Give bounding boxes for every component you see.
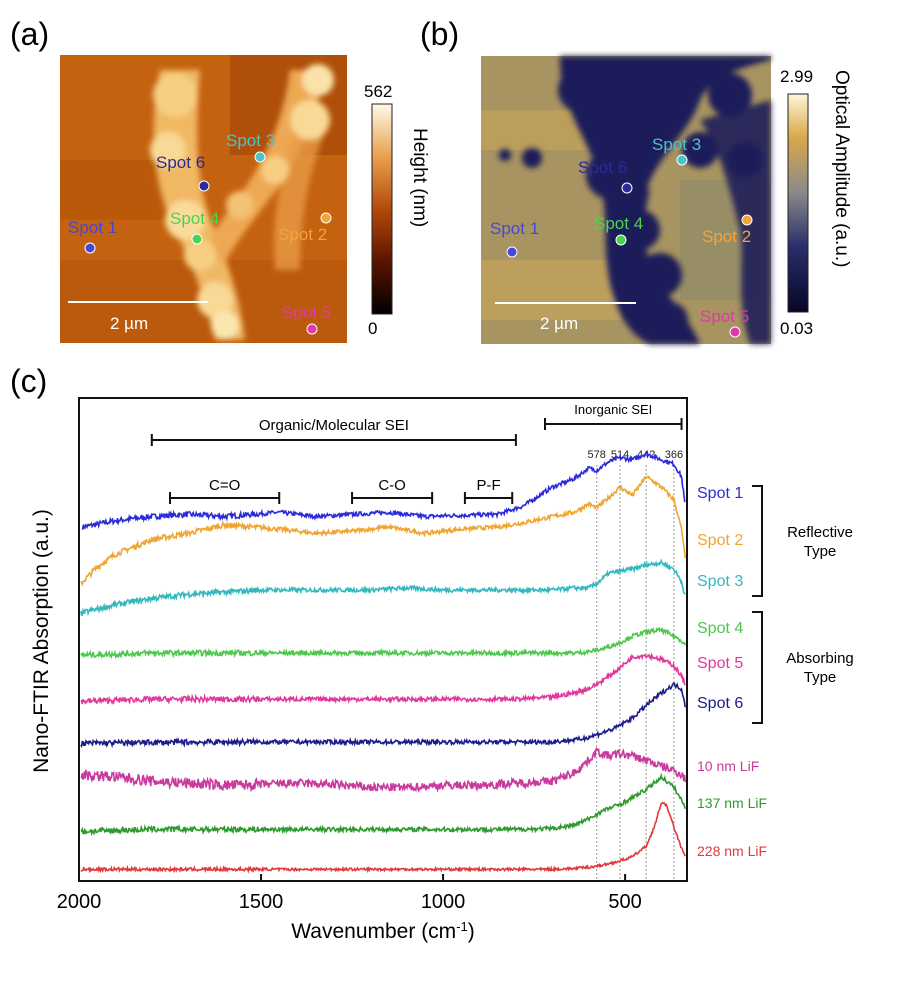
bracket-organic-molecular-sei: Organic/Molecular SEI	[150, 417, 517, 446]
x-axis-label: Wavenumber (cm-1)	[291, 919, 475, 944]
plot-frame	[78, 397, 688, 882]
spot-2-marker-a	[320, 212, 332, 224]
y-axis-label: Nano-FTIR Absorption (a.u.)	[30, 509, 53, 773]
vline-label-366: 366	[665, 449, 683, 461]
series-line-spot-3	[80, 558, 686, 617]
bracket-p-f: P-F	[463, 477, 514, 504]
x-tick-label-1500: 1500	[239, 891, 284, 913]
bracket-label-inorganic-sei: Inorganic SEI	[574, 402, 652, 417]
panel-c-label: (c)	[10, 363, 47, 399]
x-tick-label-1000: 1000	[421, 891, 466, 913]
bracket-inorganic-sei: Inorganic SEI	[544, 402, 683, 430]
series-line-spot-6	[80, 682, 686, 749]
panel-a-label: (a)	[10, 16, 49, 52]
spots-b: Spot 1 Spot 2 Spot 3 Spot 4 Spot 5 Spot 6	[490, 135, 753, 338]
panel-b: (b) 2 µm Spot	[420, 16, 852, 344]
panel-a: (a) 2 µm Spot	[10, 16, 430, 343]
series-label-spot-1: Spot 1	[697, 485, 743, 502]
series-line-228-nm-lif	[80, 801, 686, 874]
bracket-label-c-o: C=O	[209, 477, 240, 494]
scale-bar-a-label: 2 µm	[110, 314, 148, 333]
spot-2-marker-b	[741, 214, 753, 226]
series-label-10-nm-lif: 10 nm LiF	[697, 758, 759, 774]
height-colorbar-title: Height (nm)	[409, 128, 430, 227]
bracket-label-organic-molecular-sei: Organic/Molecular SEI	[259, 417, 409, 434]
height-colorbar-max: 562	[364, 82, 392, 101]
spot-3-label-a: Spot 3	[226, 131, 275, 150]
spot-5-label-a: Spot 5	[282, 303, 331, 322]
group-label-reflective-type-line1: Reflective	[787, 524, 853, 541]
amplitude-colorbar-max: 2.99	[780, 67, 813, 86]
bracket-c-o: C-O	[351, 477, 434, 504]
series-label-spot-3: Spot 3	[697, 573, 743, 590]
series-line-10-nm-lif	[80, 746, 686, 793]
spot-2-label-a: Spot 2	[278, 225, 327, 244]
series-line-spot-1	[81, 451, 686, 530]
spot-6-marker-a	[198, 180, 210, 192]
spot-5-marker-b	[729, 326, 741, 338]
series-line-spot-2	[80, 474, 686, 587]
bracket-label-p-f: P-F	[476, 477, 500, 494]
x-tick-label-2000: 2000	[57, 891, 102, 913]
spot-1-marker-b	[506, 246, 518, 258]
spot-3-marker-a	[254, 151, 266, 163]
spot-2-label-b: Spot 2	[702, 227, 751, 246]
height-colorbar-min: 0	[368, 319, 377, 338]
optical-amplitude-image: 2 µm	[481, 56, 771, 344]
series-line-137-nm-lif	[80, 772, 686, 837]
series-label-228-nm-lif: 228 nm LiF	[697, 843, 767, 859]
series-label-spot-6: Spot 6	[697, 695, 743, 712]
spot-6-marker-b	[621, 182, 633, 194]
panel-b-label: (b)	[420, 16, 459, 52]
spot-4-label-b: Spot 4	[594, 214, 643, 233]
spot-6-label-a: Spot 6	[156, 153, 205, 172]
height-colorbar	[371, 103, 393, 315]
bracket-c-o: C=O	[169, 477, 281, 504]
group-absorbing-type: Absorbing Type	[752, 611, 854, 724]
spot-4-marker-a	[191, 233, 203, 245]
spot-3-label-b: Spot 3	[652, 135, 701, 154]
vline-label-442: 442	[637, 449, 655, 461]
spot-3-marker-b	[676, 154, 688, 166]
vline-label-578: 578	[588, 449, 606, 461]
series-label-spot-5: Spot 5	[697, 655, 743, 672]
group-reflective-type: Reflective Type	[752, 485, 853, 597]
spot-4-label-a: Spot 4	[170, 209, 219, 228]
series-line-spot-5	[80, 652, 686, 706]
spot-1-marker-a	[84, 242, 96, 254]
series-label-137-nm-lif: 137 nm LiF	[697, 795, 767, 811]
spot-6-label-b: Spot 6	[578, 158, 627, 177]
series-label-spot-4: Spot 4	[697, 620, 743, 637]
height-map-image: 2 µm	[60, 55, 347, 343]
amplitude-colorbar-title: Optical Amplitude (a.u.)	[831, 70, 852, 267]
x-tick-label-500: 500	[608, 891, 641, 913]
spot-5-label-b: Spot 5	[700, 307, 749, 326]
spot-1-label-b: Spot 1	[490, 219, 539, 238]
series-label-spot-2: Spot 2	[697, 532, 743, 549]
scale-bar-b-label: 2 µm	[540, 314, 578, 333]
spot-1-label-a: Spot 1	[68, 218, 117, 237]
spot-4-marker-b	[615, 234, 627, 246]
amplitude-colorbar	[787, 93, 809, 313]
bracket-label-c-o: C-O	[378, 477, 406, 494]
spot-5-marker-a	[306, 323, 318, 335]
group-label-absorbing-type-line2: Type	[804, 669, 837, 686]
spots-a: Spot 1 Spot 2 Spot 3 Spot 4 Spot 5 Spot 6	[68, 131, 332, 335]
series-line-spot-4	[80, 626, 686, 660]
group-label-reflective-type-line2: Type	[804, 543, 837, 560]
group-label-absorbing-type-line1: Absorbing	[786, 650, 854, 667]
amplitude-colorbar-min: 0.03	[780, 319, 813, 338]
